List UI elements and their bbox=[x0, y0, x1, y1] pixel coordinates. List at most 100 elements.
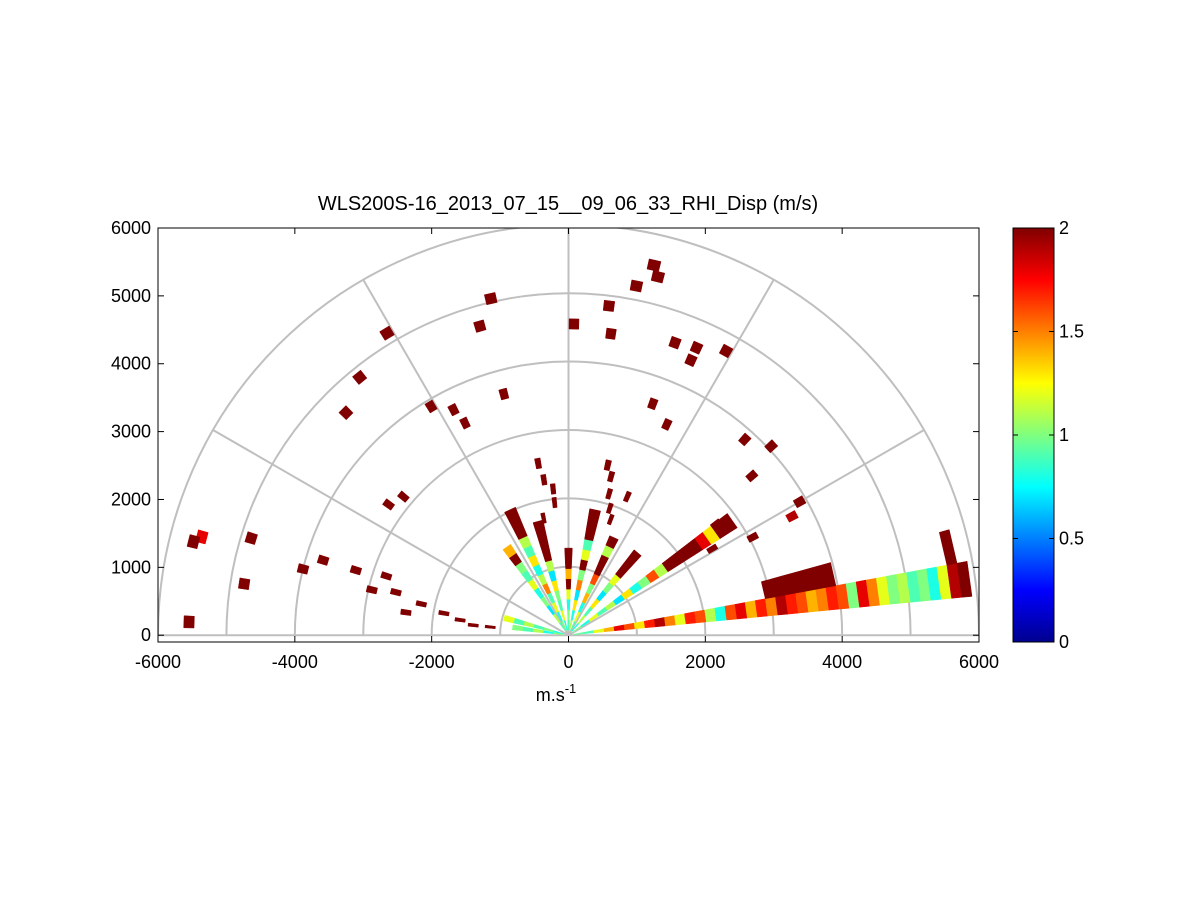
y-tick-label: 1000 bbox=[111, 557, 151, 577]
scatter-gate bbox=[605, 327, 617, 340]
scatter-gate bbox=[296, 563, 310, 575]
y-axis: 0 1000 2000 3000 4000 5000 6000 bbox=[111, 218, 979, 645]
x-tick-label: 4000 bbox=[822, 652, 862, 672]
beam-7-gate bbox=[566, 588, 571, 600]
scatter-gate bbox=[338, 405, 354, 421]
scatter-gate bbox=[498, 387, 510, 401]
x-tick-label: 6000 bbox=[959, 652, 999, 672]
scatter-gate bbox=[603, 459, 612, 472]
scatter-gate bbox=[454, 617, 466, 623]
colorbar-ticks: 0 0.5 1 1.5 2 bbox=[1013, 218, 1084, 652]
beam-7-gate bbox=[564, 558, 573, 569]
x-tick-label: 2000 bbox=[685, 652, 725, 672]
beam-2-gate bbox=[820, 562, 837, 588]
polar-spoke-6 bbox=[212, 429, 570, 637]
chart-title: WLS200S-16_2013_07_15__09_06_33_RHI_Disp… bbox=[318, 193, 818, 215]
x-tick-label: -6000 bbox=[135, 652, 181, 672]
scatter-gate bbox=[764, 439, 779, 454]
scatter-gate bbox=[316, 554, 330, 566]
x-tick-label: 0 bbox=[563, 652, 573, 672]
colorbar-tick-label: 1.5 bbox=[1059, 322, 1084, 342]
polar-spoke-2 bbox=[567, 429, 925, 637]
scatter-gate bbox=[629, 279, 644, 293]
scatter-gate bbox=[650, 270, 666, 284]
scatter-gate bbox=[785, 510, 799, 523]
beam-6-gate bbox=[587, 508, 601, 522]
beam-7-gate bbox=[565, 568, 572, 580]
beam-7-gate bbox=[564, 547, 573, 559]
scatter-gate bbox=[484, 624, 496, 629]
scatter-gate bbox=[534, 457, 542, 470]
beam-1-gate bbox=[694, 609, 707, 624]
scatter-gate bbox=[605, 502, 614, 515]
scatter-gate bbox=[186, 534, 201, 550]
scatter-gate bbox=[709, 518, 723, 530]
scatter-gate bbox=[718, 343, 734, 359]
scatter-gate bbox=[349, 564, 363, 576]
scatter-gate bbox=[606, 513, 615, 526]
scatter-gate bbox=[382, 498, 396, 511]
beam-1-gate bbox=[956, 561, 973, 598]
scatter-gate bbox=[661, 417, 673, 431]
scatter-gate bbox=[602, 299, 616, 312]
scatter-gate bbox=[438, 610, 450, 617]
x-axis: -6000 -4000 -2000 0 2000 4000 6000 bbox=[135, 228, 999, 672]
scatter-gate bbox=[424, 399, 438, 414]
scatter-gate bbox=[746, 531, 760, 543]
scatter-gate bbox=[549, 483, 557, 495]
scatter-gate bbox=[737, 432, 752, 447]
beam-7-gate bbox=[565, 578, 572, 590]
polar-spoke-5 bbox=[362, 279, 570, 636]
y-tick-label: 5000 bbox=[111, 286, 151, 306]
polar-spoke-3 bbox=[567, 279, 775, 636]
scatter-gate bbox=[244, 531, 258, 545]
colorbar-tick-label: 0 bbox=[1059, 632, 1069, 652]
scatter-gate bbox=[668, 335, 682, 350]
y-tick-label: 0 bbox=[141, 625, 151, 645]
scatter-gate bbox=[365, 585, 378, 595]
beam-4-gate bbox=[627, 549, 642, 564]
beam-5-gate bbox=[605, 535, 619, 550]
scatter-gate bbox=[540, 512, 547, 524]
beam-7-gate bbox=[567, 619, 570, 631]
x-axis-label-text: m.s bbox=[536, 685, 565, 705]
beam-3-gate bbox=[718, 513, 738, 534]
x-axis-label: m.s-1 bbox=[536, 681, 577, 705]
y-tick-label: 3000 bbox=[111, 422, 151, 442]
scatter-gate bbox=[238, 577, 251, 590]
scatter-gate bbox=[689, 340, 704, 355]
polar-ring-6 bbox=[158, 228, 979, 636]
beam-1-gate bbox=[654, 617, 666, 628]
beam-1-gate bbox=[704, 607, 717, 623]
scatter-gate bbox=[745, 469, 759, 483]
beam-7-gate bbox=[567, 609, 570, 621]
x-tick-label: -2000 bbox=[409, 652, 455, 672]
colorbar-tick-label: 1 bbox=[1059, 425, 1069, 445]
y-tick-label: 2000 bbox=[111, 489, 151, 509]
y-tick-label: 4000 bbox=[111, 354, 151, 374]
colorbar bbox=[1012, 227, 1055, 643]
scatter-gate bbox=[447, 402, 460, 417]
scatter-gate bbox=[483, 292, 498, 306]
scatter-gate bbox=[540, 474, 548, 486]
scatter-gate bbox=[551, 496, 558, 509]
beam-7-gate bbox=[566, 599, 571, 610]
scatter-gate bbox=[605, 487, 614, 500]
scatter-gate bbox=[568, 318, 580, 330]
scatter-gate bbox=[380, 571, 393, 581]
scatter-gate bbox=[400, 608, 412, 616]
scatter-gate bbox=[467, 622, 479, 628]
scatter-gate bbox=[459, 416, 471, 430]
scatter-gate bbox=[352, 369, 368, 385]
scatter-gate bbox=[606, 470, 616, 483]
colorbar-tick-label: 2 bbox=[1059, 218, 1069, 238]
beam-11-gate bbox=[503, 614, 516, 624]
scatter-gate bbox=[622, 490, 632, 503]
colorbar-tick-label: 0.5 bbox=[1059, 529, 1084, 549]
scatter-gate bbox=[684, 353, 698, 368]
y-tick-label: 6000 bbox=[111, 218, 151, 238]
x-axis-label-superscript: -1 bbox=[565, 681, 577, 696]
polar-grid bbox=[158, 228, 979, 637]
beam-1-gate bbox=[664, 615, 677, 627]
